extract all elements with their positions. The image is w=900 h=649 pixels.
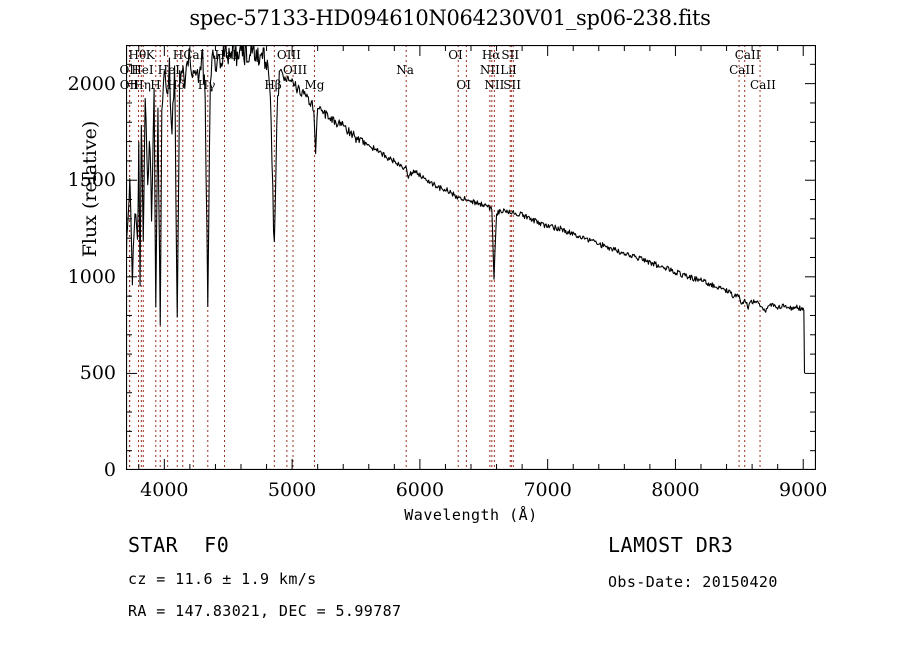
cz-value: cz = 11.6 ± 1.9 km/s bbox=[128, 570, 317, 588]
spectral-line-label: Na bbox=[396, 63, 414, 77]
spectral-line-label: OI bbox=[448, 48, 463, 62]
y-tick-label: 0 bbox=[103, 459, 116, 481]
survey-name: LAMOST DR3 bbox=[608, 533, 734, 557]
spectral-line-label: OII bbox=[119, 63, 139, 77]
coordinates: RA = 147.83021, DEC = 5.99787 bbox=[128, 602, 402, 620]
spectral-line-label: NII bbox=[479, 63, 500, 77]
x-tick-label: 4000 bbox=[140, 479, 189, 501]
obs-date: Obs-Date: 20150420 bbox=[608, 573, 778, 591]
spectral-line-label: Mg bbox=[304, 78, 325, 92]
spectral-line-label: SII bbox=[501, 48, 520, 62]
spectral-line-label: Hα bbox=[481, 48, 501, 62]
x-tick-label: 9000 bbox=[779, 479, 828, 501]
spectral-line-label: HeI bbox=[131, 63, 154, 77]
x-tick-label: 8000 bbox=[651, 479, 700, 501]
spectral-line-label: Hγ bbox=[197, 78, 216, 92]
spectral-line-label: K bbox=[145, 48, 155, 62]
spectrum-chart bbox=[126, 45, 816, 470]
spectral-line-label: HeI bbox=[214, 48, 237, 62]
spectral-line-label: OIII bbox=[276, 48, 301, 62]
x-axis-label: Wavelength (Å) bbox=[404, 506, 538, 524]
spectral-line-label: OIII bbox=[283, 63, 308, 77]
object-type: STAR bbox=[128, 533, 179, 557]
spectral-line-label: Hβ bbox=[264, 78, 282, 92]
spectral-line-label: Hδ bbox=[167, 78, 185, 92]
y-tick-label: 500 bbox=[79, 362, 116, 385]
spectral-line-label: HeI bbox=[157, 63, 180, 77]
spectral-line-label: LiI bbox=[500, 63, 517, 77]
y-tick-label: 1500 bbox=[67, 169, 116, 192]
spectral-line-label: CaII bbox=[734, 48, 761, 62]
page-title: spec-57133-HD094610N064230V01_sp06-238.f… bbox=[189, 6, 711, 30]
spectral-line-label: CaII bbox=[750, 78, 776, 92]
spectral-line-label: CaI bbox=[183, 48, 205, 62]
spectral-line-label: CaII bbox=[729, 63, 755, 77]
spectral-line-label: Hθ bbox=[128, 48, 147, 62]
plot-area bbox=[126, 45, 816, 470]
spectral-line-label: OII bbox=[119, 78, 140, 92]
spectral-class: F0 bbox=[204, 533, 230, 557]
spectral-line-label: OI bbox=[456, 78, 471, 92]
x-tick-label: 5000 bbox=[267, 479, 317, 501]
spectral-line-label: H bbox=[172, 48, 184, 62]
spectral-line-label: Hη bbox=[133, 78, 151, 92]
y-tick-label: 1000 bbox=[67, 265, 116, 288]
footer-object-line: STAR F0 bbox=[128, 533, 229, 557]
spectral-line-label: SII bbox=[503, 78, 521, 92]
x-tick-label: 7000 bbox=[523, 479, 572, 501]
spectral-line-label: H bbox=[150, 78, 161, 92]
y-tick-label: 2000 bbox=[67, 72, 116, 95]
spectral-line-label: NII bbox=[484, 78, 505, 92]
x-tick-label: 6000 bbox=[395, 479, 445, 501]
